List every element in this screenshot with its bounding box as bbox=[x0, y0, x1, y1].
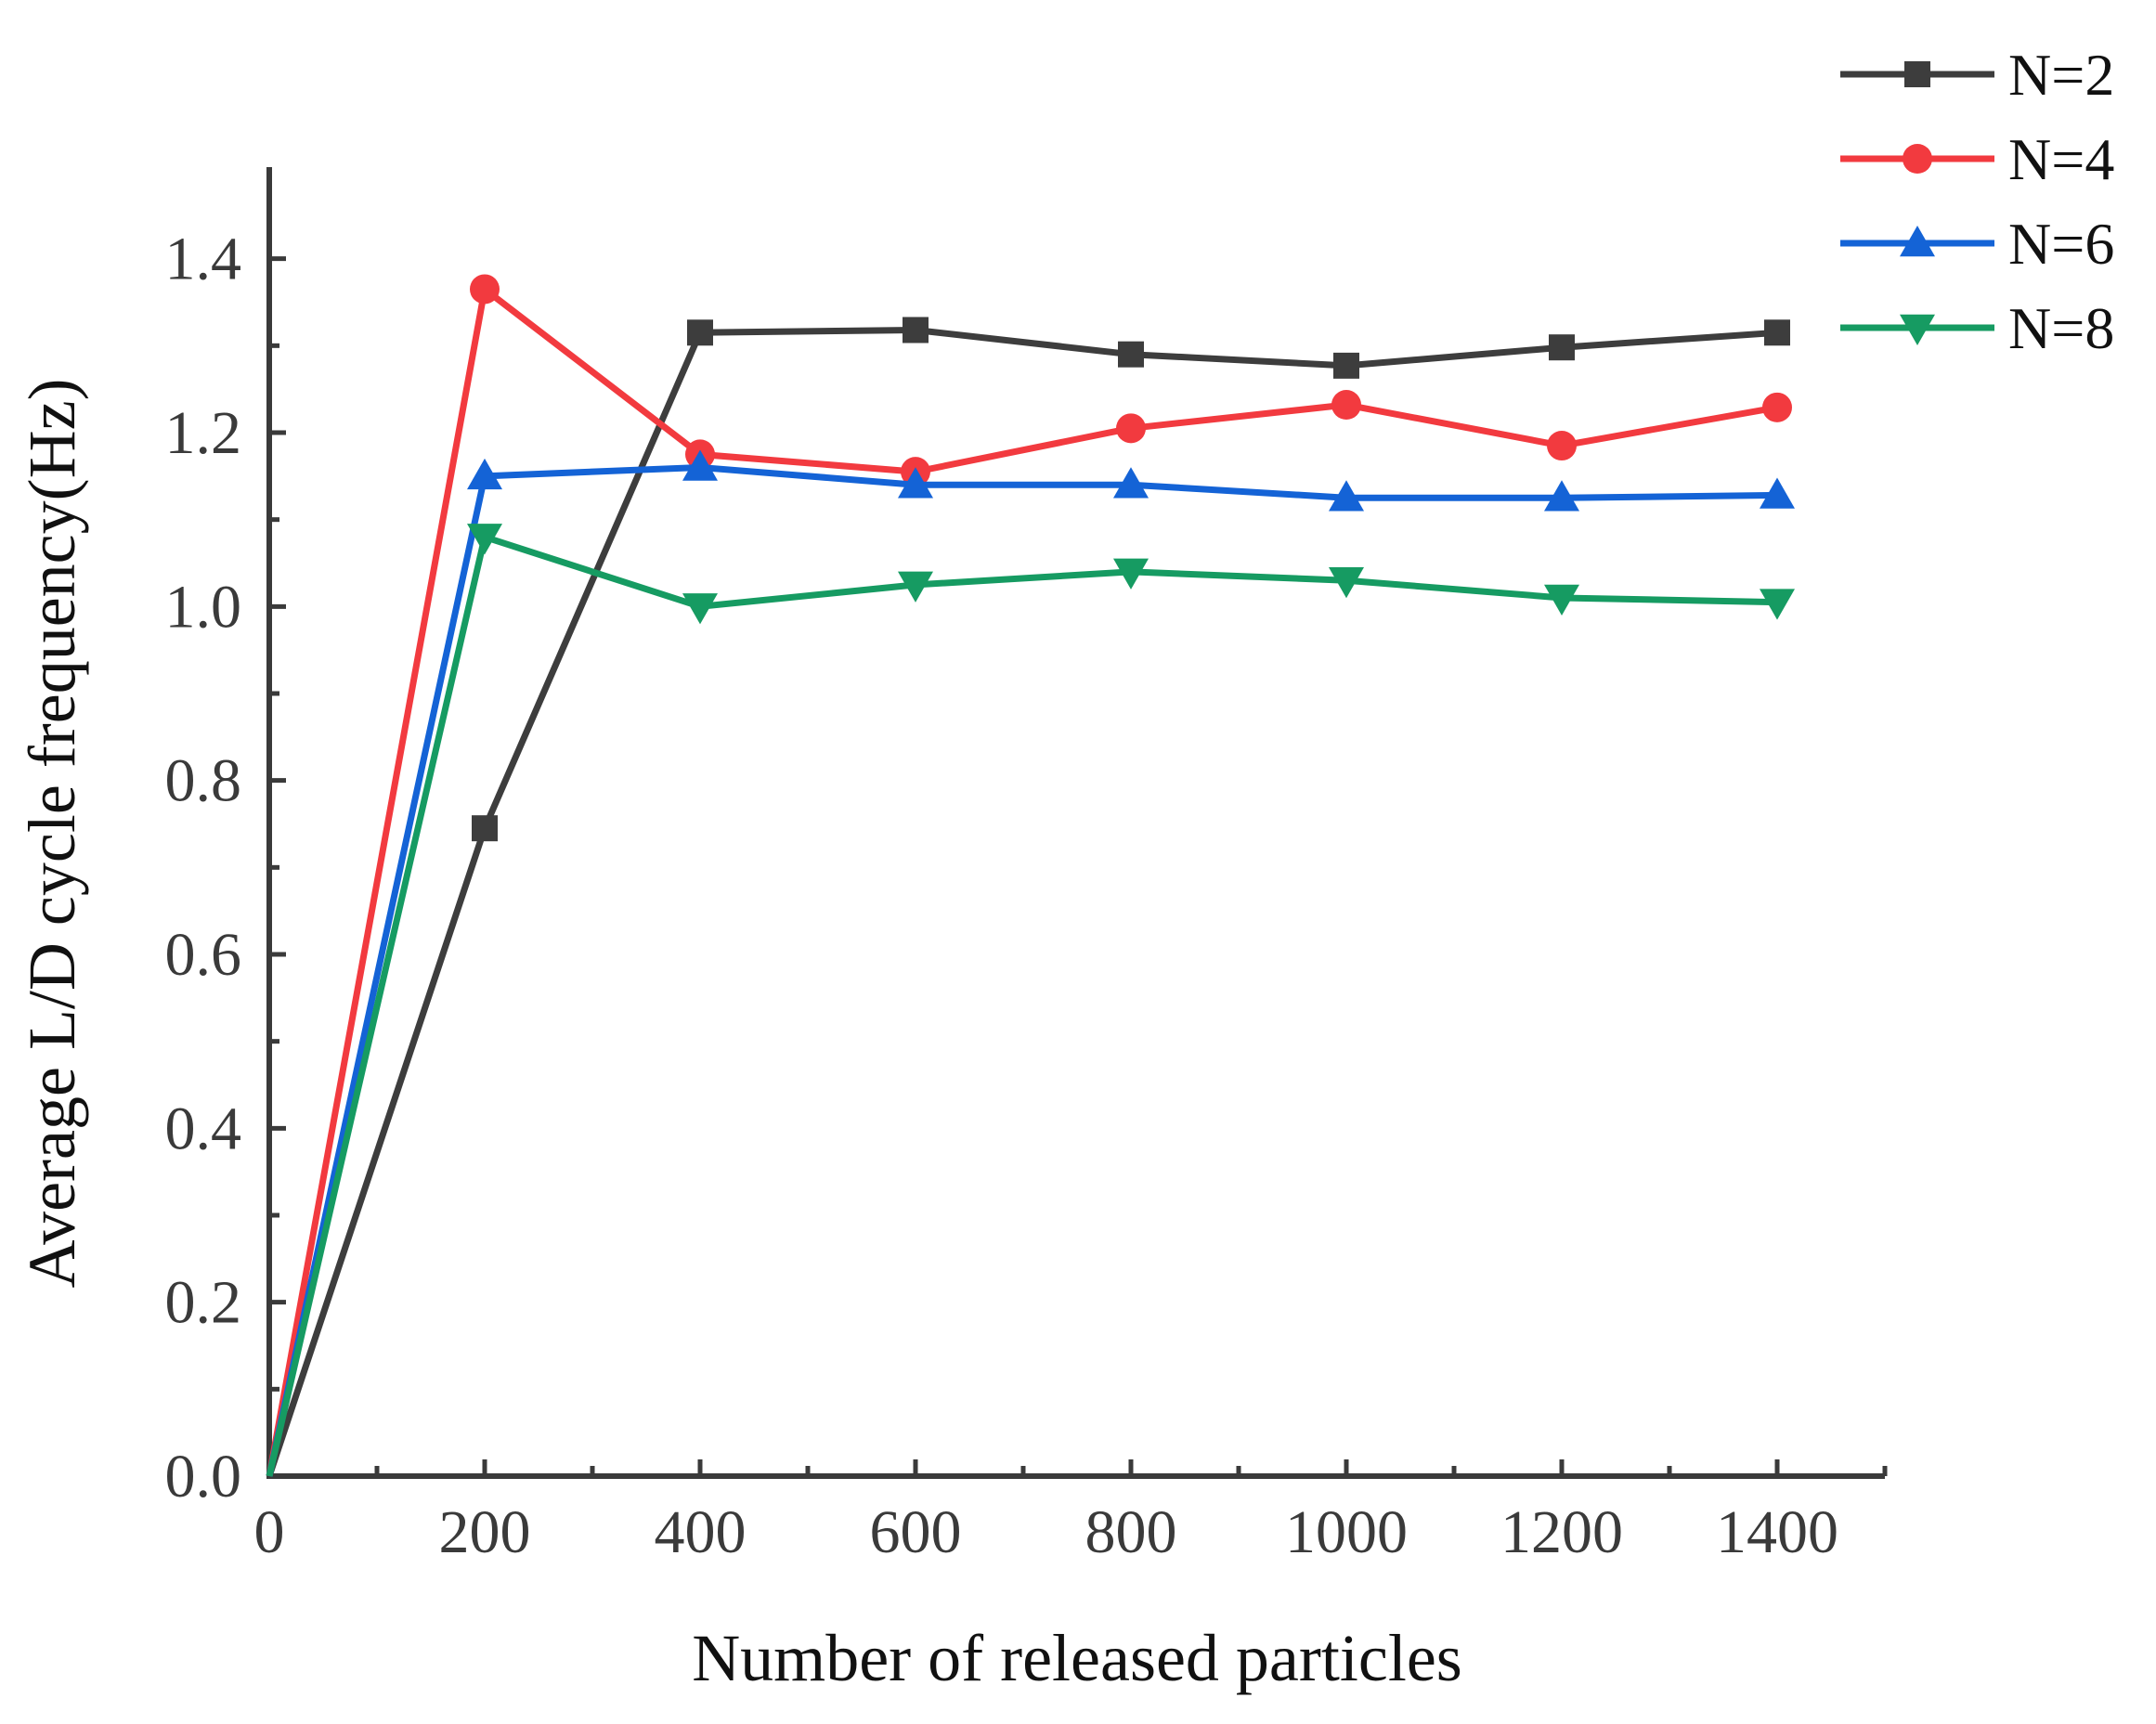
y-tick-label: 0.4 bbox=[165, 1095, 242, 1162]
data-point-n4 bbox=[1116, 413, 1146, 444]
series-n2 bbox=[266, 317, 1790, 1478]
series-n6 bbox=[266, 449, 1795, 1477]
data-point-n4 bbox=[470, 274, 500, 305]
x-tick-label: 1000 bbox=[1285, 1498, 1408, 1566]
data-point-n2 bbox=[1118, 341, 1144, 368]
series-line-n2 bbox=[266, 326, 1778, 1478]
data-point-n2 bbox=[1333, 352, 1359, 379]
y-axis-title: Average L/D cycle frequency(Hz) bbox=[15, 378, 89, 1288]
data-point-n2 bbox=[472, 815, 498, 842]
data-point-n8 bbox=[1544, 584, 1579, 616]
series-line-n8 bbox=[266, 533, 1778, 1477]
data-point-n6 bbox=[467, 458, 502, 490]
legend-label: N=4 bbox=[2008, 126, 2114, 192]
legend-item-n4: N=4 bbox=[1840, 126, 2114, 192]
data-point-n6 bbox=[1760, 477, 1795, 509]
legend-label: N=6 bbox=[2008, 211, 2114, 277]
y-tick-label: 0.6 bbox=[165, 921, 242, 989]
data-point-n2 bbox=[903, 317, 929, 344]
legend-marker bbox=[1903, 144, 1932, 174]
series-line-n6 bbox=[266, 463, 1778, 1477]
x-tick-label: 600 bbox=[870, 1498, 962, 1566]
x-tick-label: 0 bbox=[254, 1498, 285, 1566]
data-point-n8 bbox=[1113, 558, 1149, 590]
x-tick-label: 800 bbox=[1085, 1498, 1177, 1566]
data-point-n8 bbox=[467, 524, 502, 555]
legend-label: N=2 bbox=[2008, 42, 2114, 108]
series-layer bbox=[266, 274, 1795, 1478]
x-axis-title: Number of released particles bbox=[692, 1621, 1462, 1695]
data-point-n2 bbox=[687, 319, 713, 346]
legend-marker bbox=[1900, 314, 1935, 345]
data-point-n8 bbox=[682, 593, 718, 625]
series-n4 bbox=[266, 274, 1792, 1477]
data-point-n8 bbox=[1329, 566, 1364, 599]
legend-item-n6: N=6 bbox=[1840, 211, 2114, 277]
y-tick-label: 0.2 bbox=[165, 1269, 242, 1337]
data-point-n6 bbox=[1329, 480, 1364, 512]
data-point-n6 bbox=[682, 449, 718, 481]
series-line-n4 bbox=[266, 285, 1778, 1477]
data-point-n4 bbox=[1331, 390, 1361, 421]
data-point-n4 bbox=[1547, 431, 1577, 461]
x-tick-label: 200 bbox=[439, 1498, 531, 1566]
data-point-n8 bbox=[1760, 589, 1795, 620]
legend-marker bbox=[1900, 226, 1935, 257]
y-tick-label: 1.2 bbox=[165, 399, 242, 467]
legend-item-n2: N=2 bbox=[1840, 42, 2114, 108]
legend-marker bbox=[1904, 61, 1930, 87]
data-point-n4 bbox=[1762, 392, 1792, 422]
data-point-n6 bbox=[898, 467, 933, 499]
data-point-n6 bbox=[1544, 480, 1579, 512]
data-point-n6 bbox=[1113, 467, 1149, 499]
legend: N=2 N=4 N=6 N=8 bbox=[1840, 42, 2114, 361]
x-tick-label: 1400 bbox=[1716, 1498, 1838, 1566]
y-tick-label: 1.0 bbox=[165, 573, 242, 641]
data-point-n2 bbox=[1549, 334, 1575, 361]
x-tick-label: 1200 bbox=[1500, 1498, 1623, 1566]
series-n8 bbox=[266, 524, 1795, 1477]
legend-label: N=8 bbox=[2008, 295, 2114, 361]
y-tick-label: 0.0 bbox=[165, 1443, 242, 1510]
x-tick-label: 400 bbox=[655, 1498, 747, 1566]
y-tick-label: 1.4 bbox=[165, 226, 242, 293]
y-tick-label: 0.8 bbox=[165, 747, 242, 815]
axes: 0 200 400 600 800 1000 1200 1400 0.0 0.2 0.4 0.6 0.8… bbox=[165, 167, 1888, 1566]
data-point-n2 bbox=[1764, 319, 1790, 346]
legend-item-n8: N=8 bbox=[1840, 295, 2114, 361]
data-point-n8 bbox=[898, 571, 933, 603]
